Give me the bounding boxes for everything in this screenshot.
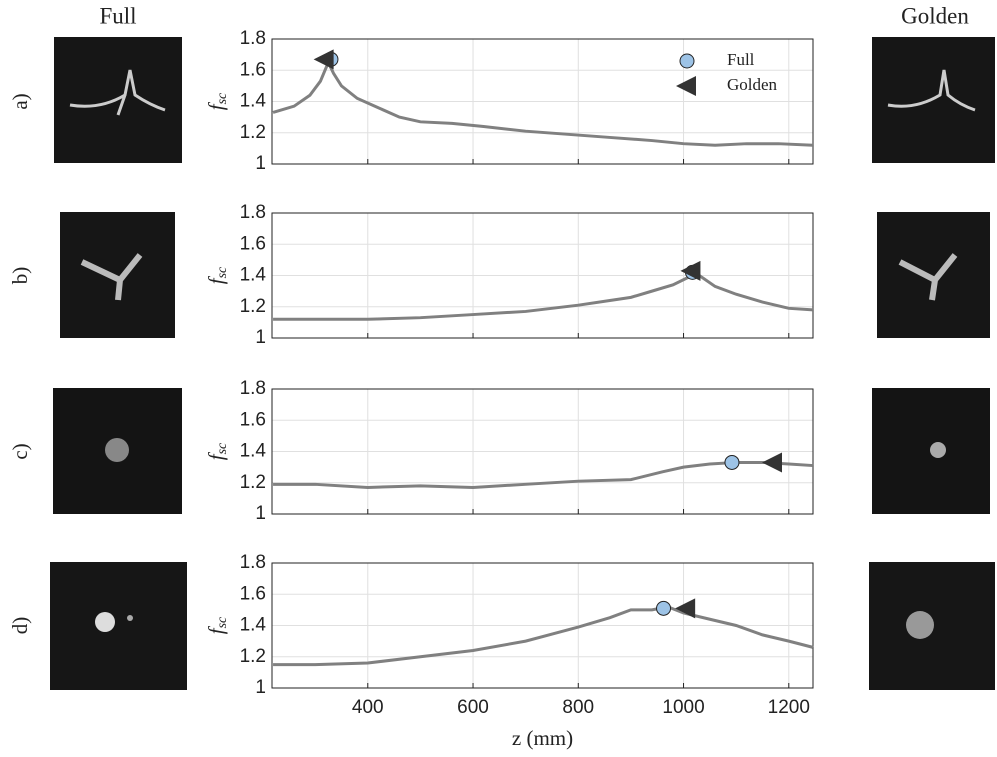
y-tick-label: 1 bbox=[255, 153, 266, 174]
thumbnails bbox=[50, 37, 995, 690]
y-tick-label: 1.4 bbox=[240, 615, 267, 636]
subplot: 1 1.2 1.4 1.6 1.8 c) fsc bbox=[8, 378, 814, 524]
x-tick-label: 800 bbox=[562, 697, 594, 718]
data-line bbox=[273, 460, 814, 489]
y-tick-label: 1.6 bbox=[240, 409, 266, 430]
y-tick-label: 1 bbox=[255, 677, 266, 698]
x-tick-label: 1200 bbox=[768, 697, 810, 718]
marker bbox=[724, 454, 740, 470]
y-tick-label: 1.6 bbox=[240, 59, 266, 80]
y-axis-label: fsc bbox=[204, 266, 230, 284]
y-tick-label: 1 bbox=[255, 503, 266, 524]
y-axis-label-sub: sc bbox=[215, 92, 230, 104]
x-axis-label: z (mm) bbox=[512, 726, 573, 750]
legend-marker bbox=[676, 76, 696, 96]
marker bbox=[680, 260, 701, 281]
y-axis-label: fsc bbox=[204, 616, 230, 634]
y-tick-label: 1.2 bbox=[240, 472, 266, 493]
image-detail bbox=[95, 612, 115, 632]
image-detail bbox=[898, 253, 958, 301]
legend-label: Golden bbox=[727, 75, 778, 94]
subplot: 1 1.2 1.4 1.6 1.8 400 600 800 1000 1200 d) fsc z (mm… bbox=[8, 552, 814, 750]
image-detail bbox=[105, 438, 129, 462]
y-axis-label-main: f bbox=[204, 451, 228, 460]
y-axis-label-main: f bbox=[204, 625, 228, 634]
image-detail bbox=[887, 69, 976, 112]
legend-marker bbox=[679, 53, 695, 69]
y-tick-label: 1.8 bbox=[240, 202, 266, 223]
image-detail bbox=[69, 69, 166, 116]
y-axis-label-sub: sc bbox=[215, 266, 230, 278]
subplot: 1 1.2 1.4 1.6 1.8 Full Golden a) fsc bbox=[8, 28, 814, 174]
y-axis-label-sub: sc bbox=[215, 442, 230, 454]
row-label: b) bbox=[8, 267, 32, 285]
y-axis-label-main: f bbox=[204, 275, 228, 284]
row-label: d) bbox=[8, 617, 32, 635]
y-axis-label-sub: sc bbox=[215, 616, 230, 628]
image bbox=[60, 212, 175, 338]
marker bbox=[313, 49, 334, 70]
y-tick-label: 1 bbox=[255, 327, 266, 348]
y-tick-label: 1.8 bbox=[240, 552, 266, 573]
y-tick-label: 1.4 bbox=[240, 265, 267, 286]
y-tick-label: 1.2 bbox=[240, 646, 266, 667]
marker bbox=[675, 598, 696, 619]
marker bbox=[656, 600, 672, 616]
image-detail bbox=[80, 253, 143, 301]
data-line bbox=[272, 58, 814, 147]
subplot: 1 1.2 1.4 1.6 1.8 b) fsc bbox=[8, 202, 814, 348]
y-tick-label: 1.6 bbox=[240, 233, 266, 254]
image bbox=[50, 562, 187, 690]
x-tick-label: 400 bbox=[352, 697, 384, 718]
data-line bbox=[273, 605, 814, 667]
image-detail bbox=[906, 611, 934, 639]
y-tick-label: 1.4 bbox=[240, 91, 267, 112]
y-axis-label-main: f bbox=[204, 101, 228, 110]
y-tick-label: 1.2 bbox=[240, 122, 266, 143]
legend-label: Full bbox=[727, 50, 755, 69]
y-axis-label: fsc bbox=[204, 442, 230, 460]
row-label: a) bbox=[8, 93, 32, 109]
marker bbox=[762, 452, 783, 473]
axes-frame bbox=[271, 562, 814, 689]
row-label: c) bbox=[8, 443, 32, 459]
y-tick-label: 1.2 bbox=[240, 296, 266, 317]
axes-frame bbox=[271, 388, 814, 515]
column-title: Golden bbox=[901, 3, 969, 28]
y-tick-label: 1.6 bbox=[240, 583, 266, 604]
x-tick-label: 600 bbox=[457, 697, 489, 718]
column-title: Full bbox=[99, 3, 136, 28]
y-tick-label: 1.4 bbox=[240, 441, 267, 462]
axes-frame bbox=[271, 38, 814, 165]
x-tick-label: 1000 bbox=[662, 697, 704, 718]
image-detail bbox=[127, 615, 133, 621]
y-axis-label: fsc bbox=[204, 92, 230, 110]
image bbox=[877, 212, 990, 338]
y-tick-label: 1.8 bbox=[240, 378, 266, 399]
image-detail bbox=[930, 442, 946, 458]
y-tick-label: 1.8 bbox=[240, 28, 266, 49]
axes-frame bbox=[271, 212, 814, 339]
data-line bbox=[273, 270, 814, 321]
